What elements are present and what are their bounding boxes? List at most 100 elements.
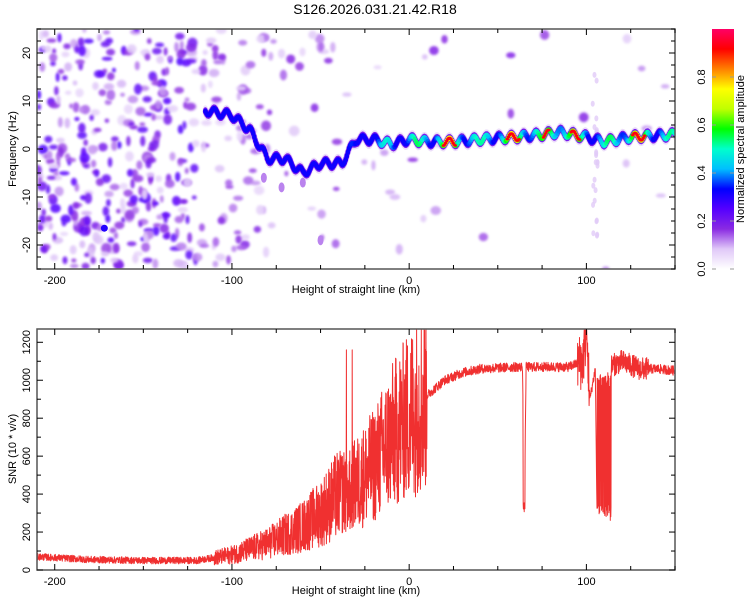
spectrogram-noise-blob <box>159 223 170 234</box>
spectrogram-noise-blob <box>332 186 340 191</box>
spectrogram-noise-blob <box>200 83 206 93</box>
spectrogram-noise-blob <box>622 159 630 168</box>
spectrogram-noise-blob <box>113 232 119 239</box>
spectrogram-noise-blob <box>90 146 99 151</box>
spectrogram-noise-blob <box>211 96 222 103</box>
spectrogram-noise-blob <box>101 174 112 184</box>
spectrogram-noise-blob <box>371 160 376 171</box>
spectrogram-noise-blob <box>578 112 589 123</box>
spectrogram-noise-blob <box>89 114 94 121</box>
spectrogram-noise-blob <box>119 182 128 190</box>
spectrogram-ridge-peak <box>506 135 511 139</box>
spectrogram-noise-blob <box>110 136 119 142</box>
spectrogram-noise-blob <box>116 79 127 88</box>
spectrogram-noise-blob <box>164 179 175 188</box>
spectrogram-noise-blob <box>72 201 80 210</box>
y-tick-label: 1200 <box>21 330 33 354</box>
spectrogram-noise-blob <box>142 257 153 264</box>
colorbar-tick-label: 0.4 <box>696 165 708 180</box>
snr-x-ticks: -200 -100 0 100 <box>44 329 676 588</box>
spectrogram-noise-blob <box>83 215 91 226</box>
spectrogram-noise-blob <box>152 258 159 269</box>
spectrogram-noise-blob <box>594 149 599 156</box>
spectrogram-ridge-streak <box>317 235 324 246</box>
spectrogram-noise-blob <box>126 135 131 147</box>
spectrogram-noise-blob <box>78 106 84 113</box>
spectrogram-noise-blob <box>68 204 74 216</box>
spectrogram-noise-blob <box>132 253 139 264</box>
spectrogram-noise-blob <box>212 237 220 247</box>
colorbar-bar <box>712 29 734 269</box>
spectrogram-noise-blob <box>146 38 152 45</box>
spectrogram-noise-blob <box>44 135 53 143</box>
spectrogram-noise-blob <box>42 30 50 38</box>
spectrogram-noise-blob <box>51 48 57 54</box>
spectrogram-noise-blob <box>395 243 403 255</box>
spectrogram-noise-blob <box>156 55 164 64</box>
spectrogram-noise-blob <box>90 109 101 116</box>
spectrogram-noise-blob <box>138 221 143 228</box>
spectrogram-noise-blob <box>120 204 126 215</box>
x-tick-label: -100 <box>221 275 243 287</box>
spectrogram-noise-blob <box>39 62 46 72</box>
spectrogram-noise-blob <box>153 223 162 228</box>
spectrogram-noise-blob <box>103 83 115 91</box>
spectrogram-noise-blob <box>98 89 107 97</box>
spectrogram-noise-blob <box>93 127 102 133</box>
spectrogram-noise-blob <box>123 189 134 197</box>
spectrogram-noise-blob <box>116 208 121 214</box>
spectrogram-ridge-peak <box>443 141 448 145</box>
y-tick-label: 1000 <box>21 368 33 392</box>
colorbar-tick-label: 0.8 <box>696 69 708 84</box>
spectrogram-noise-blob <box>162 97 172 105</box>
spectrogram-noise-blob <box>175 242 187 251</box>
spectrogram-noise-blob <box>105 37 114 45</box>
spectrogram-noise-blob <box>284 170 289 177</box>
spectrogram-noise-blob <box>57 32 62 43</box>
spectrogram-noise-blob <box>90 256 96 265</box>
spectrogram-noise-blob <box>593 187 598 194</box>
spectrogram-noise-blob <box>146 172 155 178</box>
spectrogram-noise-blob <box>330 41 336 53</box>
spectrogram-noise-blob <box>248 168 257 173</box>
spectrogram-noise-blob <box>539 30 550 40</box>
spectrogram-noise-blob <box>107 157 113 168</box>
spectrogram-noise-blob <box>175 32 185 40</box>
spectrogram-noise-blob <box>37 176 42 185</box>
spectrogram-noise-blob <box>127 95 139 104</box>
spectrogram-ridge-peak <box>517 137 521 141</box>
spectrogram-noise-blob <box>173 259 185 268</box>
x-tick-label: 100 <box>577 275 595 287</box>
spectrogram-noise-blob <box>176 57 184 66</box>
spectrogram-noise-blob <box>233 195 244 201</box>
spectrogram-noise-blob <box>174 41 179 53</box>
spectrogram-noise-blob <box>70 177 78 186</box>
spectrogram-noise-blob <box>420 214 427 223</box>
spectrogram-noise-blob <box>167 105 179 113</box>
spectrogram-noise-blob <box>226 255 231 265</box>
spectrogram-noise-blob <box>50 254 59 261</box>
spectrogram-noise-blob <box>72 80 78 86</box>
spectrogram-noise-blob <box>37 201 42 211</box>
spectrogram-noise-blob <box>187 58 197 64</box>
spectrogram-noise-blob <box>145 159 152 169</box>
spectrogram-noise-blob <box>185 250 193 260</box>
spectrogram-noise-blob <box>225 179 233 187</box>
spectrogram-noise-blob <box>622 33 632 44</box>
spectrogram-noise-blob <box>124 209 135 220</box>
spectrogram-noise-blob <box>111 67 116 73</box>
spectrogram-noise-blob <box>591 182 596 189</box>
spectrogram-noise-blob <box>136 160 143 170</box>
spectrogram-noise-blob <box>92 231 100 243</box>
spectrogram-noise-blob <box>152 47 162 55</box>
spectrogram-noise-blob <box>185 102 197 111</box>
spectrogram-noise-blob <box>253 226 262 233</box>
spectrogram-noise-blob <box>83 139 88 146</box>
x-tick-label: -100 <box>221 576 243 588</box>
spectrogram-noise-blob <box>174 86 184 94</box>
spectrogram-noise-blob <box>70 38 78 48</box>
spectrogram-noise-blob <box>236 244 247 251</box>
spectrogram-noise-blob <box>106 48 116 56</box>
spectrogram-noise-blob <box>100 257 106 264</box>
